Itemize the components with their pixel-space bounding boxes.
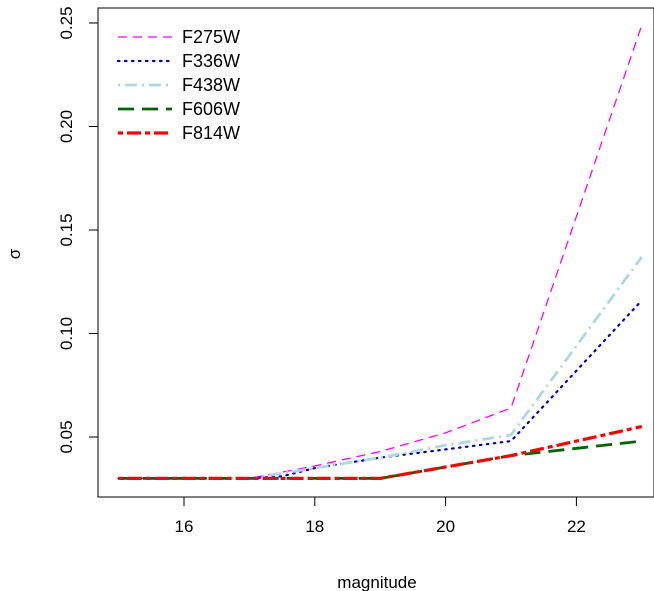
legend-label-f336w: F336W (182, 51, 240, 71)
series-layer (117, 24, 643, 480)
x-tick-label: 22 (567, 517, 586, 536)
y-axis-title: σ (5, 248, 24, 259)
y-tick-label: 0.25 (57, 6, 76, 39)
x-tick-label: 18 (305, 517, 324, 536)
x-axis-title: magnitude (337, 573, 416, 591)
y-tick-label: 0.10 (57, 317, 76, 350)
y-tick-label: 0.20 (57, 110, 76, 143)
x-tick-label: 20 (436, 517, 455, 536)
x-tick-label: 16 (175, 517, 194, 536)
y-axis: 0.05 0.10 0.15 0.20 0.25 (57, 6, 99, 454)
series-line-f336w (117, 299, 643, 480)
x-axis: 16 18 20 22 (175, 496, 586, 536)
legend-label-f438w: F438W (182, 75, 240, 95)
series-line-f814w (118, 425, 643, 480)
series-line-f606w (118, 439, 642, 480)
legend: F275W F336W F438W F606W F814W (116, 27, 240, 143)
y-tick-label: 0.05 (57, 420, 76, 453)
legend-label-f814w: F814W (182, 123, 240, 143)
legend-label-f275w: F275W (182, 27, 240, 47)
y-tick-label: 0.15 (57, 213, 76, 246)
legend-label-f606w: F606W (182, 99, 240, 119)
